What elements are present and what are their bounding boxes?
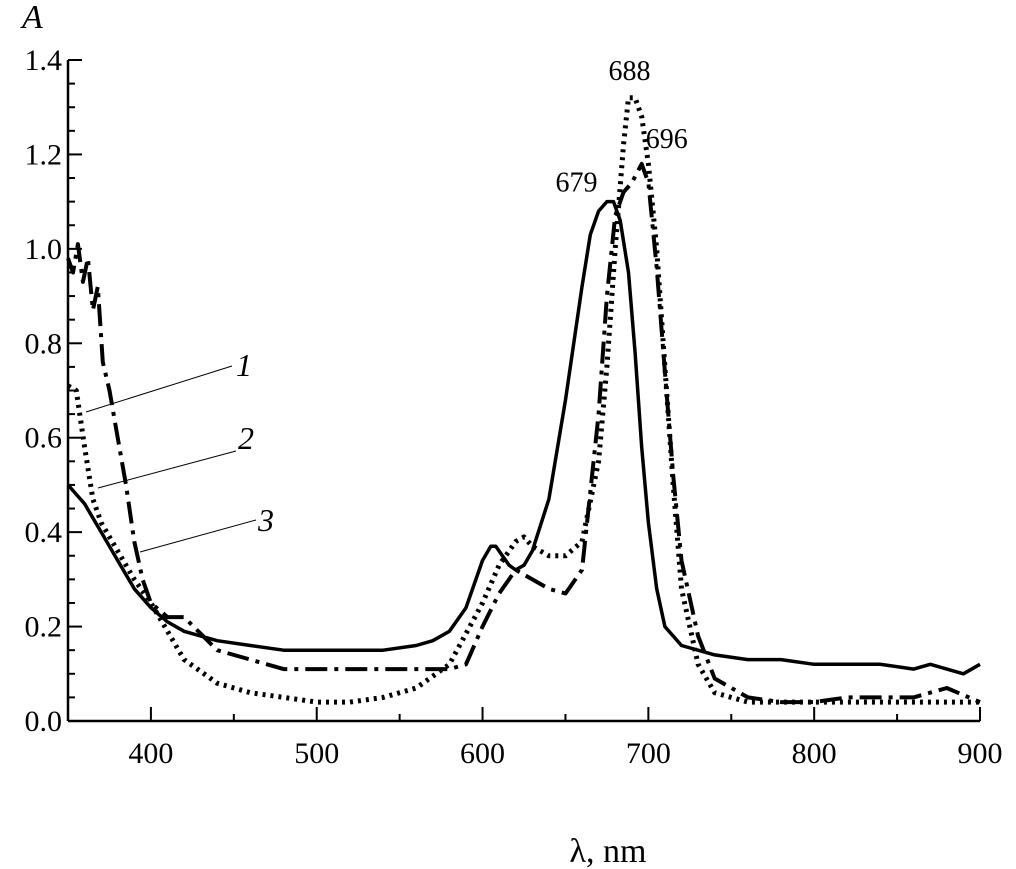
x-tick-label: 600	[460, 737, 505, 770]
y-tick-label: 0.0	[25, 705, 63, 738]
leader-line-3	[139, 519, 257, 553]
y-tick-label: 1.4	[25, 44, 63, 77]
x-axis-title: λ, nm	[570, 833, 647, 869]
x-tick-label: 400	[128, 737, 173, 770]
y-tick-label: 0.6	[25, 422, 63, 455]
x-tick-label: 700	[626, 737, 671, 770]
curve-label-3: 3	[257, 502, 274, 538]
y-ticks: 0.0 0.2 0.4 0.6 0.8 1.0 1.2 1.4	[25, 44, 82, 738]
x-tick-label: 500	[294, 737, 339, 770]
series-line-2	[66, 161, 981, 705]
y-tick-label: 0.2	[25, 611, 63, 644]
axes-layer	[66, 60, 980, 723]
y-tick-label: 0.8	[25, 327, 63, 360]
series-layer	[66, 95, 981, 705]
peak-label: 679	[556, 168, 598, 199]
x-tick-label: 800	[792, 737, 837, 770]
y-tick-label: 1.0	[25, 233, 63, 266]
curve-labels: 1 2 3	[85, 347, 274, 553]
x-tick-label: 900	[958, 737, 1003, 770]
y-tick-label: 1.2	[25, 138, 63, 171]
series-line-1	[66, 95, 980, 705]
peak-label: 696	[646, 124, 688, 155]
leader-line-2	[97, 450, 237, 489]
curve-label-2: 2	[238, 420, 254, 456]
series-line-3	[66, 199, 981, 676]
peak-label: 688	[608, 56, 650, 87]
curve-label-1: 1	[236, 347, 252, 383]
x-ticks: 400 500 600 700 800 900	[128, 707, 1003, 770]
leader-line-1	[85, 365, 233, 413]
y-axis-title: A	[20, 0, 43, 36]
peak-annotations: 679 688 696	[556, 56, 688, 199]
y-tick-label: 0.4	[25, 516, 63, 549]
